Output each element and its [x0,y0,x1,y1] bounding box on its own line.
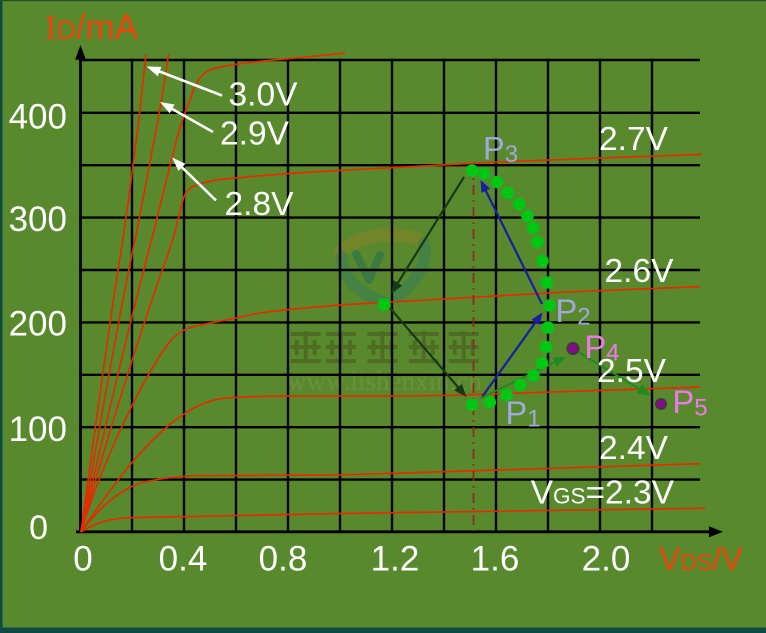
svg-text:2.6V: 2.6V [605,253,675,290]
svg-text:400: 400 [9,98,67,137]
svg-text:VGS=2.3V: VGS=2.3V [531,475,675,512]
svg-text:100: 100 [9,410,67,449]
svg-text:3.0V: 3.0V [229,77,299,114]
svg-text:2.8V: 2.8V [225,186,295,223]
svg-text:2.0: 2.0 [582,540,631,579]
svg-text:0.8: 0.8 [259,540,308,579]
svg-text:2.4V: 2.4V [599,430,669,467]
svg-text:2.9V: 2.9V [220,116,290,153]
svg-text:200: 200 [9,305,67,344]
svg-text:ID/mA: ID/mA [45,8,139,47]
svg-text:0.4: 0.4 [159,540,208,579]
svg-text:2.7V: 2.7V [599,121,669,158]
svg-text:P5: P5 [673,384,708,422]
svg-text:1.6: 1.6 [471,540,520,579]
svg-text:2.5V: 2.5V [597,353,667,390]
svg-text:0: 0 [29,509,48,547]
svg-text:0: 0 [73,540,92,579]
svg-text:www.lishenxin.cn: www.lishenxin.cn [287,366,482,396]
svg-text:1.2: 1.2 [371,540,420,579]
svg-text:300: 300 [9,200,67,239]
